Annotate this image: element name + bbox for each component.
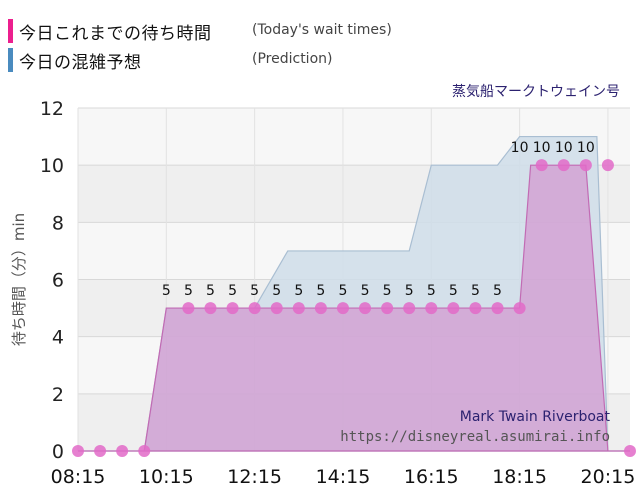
today-point [403, 302, 416, 315]
legend-today-title: 今日これまでの待ち時間 [19, 23, 212, 44]
y-axis-title: 待ち時間（分）min [10, 213, 28, 346]
today-point [381, 302, 394, 315]
x-tick-label: 12:15 [227, 466, 282, 488]
data-label: 5 [449, 283, 458, 299]
today-point [270, 302, 283, 315]
today-point [138, 445, 151, 457]
today-point [491, 302, 504, 315]
y-tick-label: 12 [40, 98, 64, 120]
x-tick-label: 14:15 [316, 466, 371, 488]
data-label: 5 [294, 283, 303, 299]
today-point [359, 302, 372, 315]
y-tick-label: 2 [52, 384, 64, 406]
today-area [78, 164, 630, 452]
data-label: 5 [361, 283, 370, 299]
data-label: 5 [206, 283, 215, 299]
legend-prediction-title: 今日の混雑予想 [19, 52, 142, 73]
data-label: 5 [272, 283, 281, 299]
data-label: 5 [250, 283, 259, 299]
today-point [292, 302, 305, 315]
data-label: 5 [184, 283, 193, 299]
attraction-name-en: Mark Twain Riverboat [460, 409, 611, 425]
y-tick-label: 10 [40, 155, 64, 177]
today-point [226, 302, 239, 315]
y-tick-label: 0 [52, 441, 64, 463]
today-point [116, 445, 129, 457]
data-label: 10 [555, 140, 573, 156]
data-label: 5 [162, 283, 171, 299]
x-tick-label: 20:15 [581, 466, 636, 488]
data-label: 5 [471, 283, 480, 299]
today-point [94, 445, 107, 457]
y-tick-label: 6 [52, 270, 64, 292]
data-label: 5 [427, 283, 436, 299]
today-point [579, 159, 592, 172]
today-point [513, 302, 526, 315]
legend-prediction-swatch [8, 48, 13, 72]
y-tick-label: 4 [52, 327, 64, 349]
today-point [336, 302, 349, 315]
today-point [447, 302, 460, 315]
data-label: 5 [405, 283, 414, 299]
data-label: 5 [228, 283, 237, 299]
today-point [72, 445, 84, 457]
today-point [248, 302, 261, 315]
attraction-name-ja: 蒸気船マークトウェイン号 [452, 84, 620, 100]
data-label: 10 [511, 140, 529, 156]
x-tick-label: 16:15 [404, 466, 459, 488]
legend-prediction-subtitle: (Prediction) [252, 51, 333, 67]
today-point [557, 159, 570, 172]
x-tick-label: 18:15 [492, 466, 547, 488]
data-label: 10 [577, 140, 595, 156]
data-label: 5 [383, 283, 392, 299]
y-tick-label: 8 [52, 212, 64, 234]
data-label: 5 [316, 283, 325, 299]
today-point [182, 302, 195, 315]
data-label: 5 [493, 283, 502, 299]
legend-today: 今日これまでの待ち時間 [8, 18, 212, 44]
x-tick-label: 10:15 [139, 466, 194, 488]
x-tick-label: 08:15 [51, 466, 106, 488]
legend-today-subtitle: (Today's wait times) [252, 22, 392, 38]
today-point [535, 159, 548, 172]
today-point [601, 159, 614, 172]
today-point [314, 302, 327, 315]
today-point [425, 302, 438, 315]
today-point [204, 302, 217, 315]
legend-prediction: 今日の混雑予想 [8, 47, 142, 73]
today-point [624, 445, 636, 457]
data-label: 5 [338, 283, 347, 299]
data-label: 10 [533, 140, 551, 156]
today-point [469, 302, 482, 315]
source-url: https://disneyreal.asumirai.info [340, 429, 610, 445]
legend-today-swatch [8, 19, 13, 43]
